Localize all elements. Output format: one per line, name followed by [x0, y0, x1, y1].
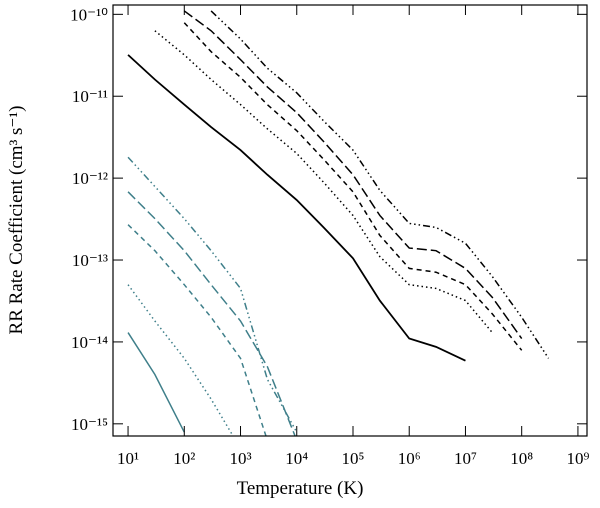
series-line	[127, 224, 267, 436]
x-tick-label: 10²	[173, 449, 195, 468]
y-tick-label: 10⁻¹⁵	[71, 415, 108, 434]
x-tick-label: 10⁸	[510, 449, 533, 468]
series-line	[127, 156, 298, 433]
series-line	[127, 332, 185, 433]
series-line	[183, 10, 523, 339]
y-axis-label: RR Rate Coefficient (cm³ s⁻¹)	[6, 106, 27, 335]
series-line	[127, 54, 466, 362]
x-tick-label: 10⁷	[454, 449, 477, 468]
y-tick-label: 10⁻¹³	[72, 251, 108, 270]
y-tick-label: 10⁻¹⁰	[70, 5, 108, 24]
x-tick-label: 10⁹	[566, 449, 589, 468]
x-tick-label: 10⁶	[398, 449, 421, 468]
series-line	[154, 30, 493, 334]
x-axis-label: Temperature (K)	[237, 478, 364, 499]
x-tick-label: 10⁴	[285, 449, 308, 468]
series-line	[183, 22, 523, 351]
x-tick-label: 10³	[229, 449, 251, 468]
plot-area	[127, 10, 550, 436]
y-tick-label: 10⁻¹⁴	[71, 333, 108, 352]
y-tick-label: 10⁻¹²	[72, 169, 108, 188]
plot-frame	[112, 4, 588, 437]
series-line	[127, 284, 234, 436]
x-tick-label: 10⁵	[342, 449, 365, 468]
x-tick-label: 10¹	[117, 449, 139, 468]
y-tick-label: 10⁻¹¹	[72, 87, 108, 106]
series-line	[127, 191, 296, 436]
